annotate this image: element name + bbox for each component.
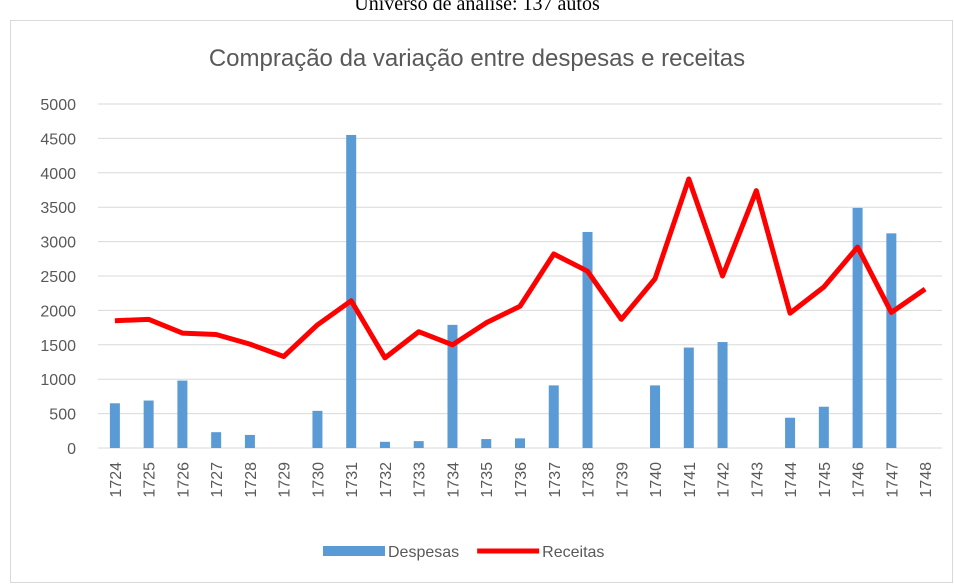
x-tick-label: 1746 — [851, 462, 868, 498]
y-tick-label: 0 — [67, 441, 76, 458]
legend-label: Receitas — [542, 544, 604, 561]
bar — [312, 410, 323, 448]
x-tick-label: 1732 — [378, 462, 395, 498]
bar — [177, 380, 188, 448]
x-tick-label: 1734 — [445, 462, 462, 498]
x-tick-label: 1745 — [817, 462, 834, 498]
bar — [211, 432, 222, 448]
bar — [109, 403, 120, 448]
y-tick-label: 1500 — [40, 338, 76, 355]
bar — [379, 441, 390, 448]
chart-frame — [10, 20, 953, 583]
x-tick-label: 1747 — [884, 462, 901, 498]
x-tick-label: 1731 — [344, 462, 361, 498]
x-tick-label: 1740 — [648, 462, 665, 498]
x-tick-label: 1724 — [108, 462, 125, 498]
bar — [548, 385, 559, 448]
bar — [886, 233, 897, 448]
y-tick-label: 3000 — [40, 235, 76, 252]
chart-title: Compração da variação entre despesas e r… — [209, 45, 745, 72]
x-tick-label: 1729 — [277, 462, 294, 498]
bar — [852, 207, 863, 448]
bar — [717, 342, 728, 448]
x-tick-label: 1739 — [614, 462, 631, 498]
bar — [683, 347, 694, 448]
x-tick-label: 1738 — [581, 462, 598, 498]
bar — [346, 134, 357, 448]
bar — [818, 406, 829, 448]
line — [114, 176, 927, 361]
y-tick-label: 2000 — [40, 303, 76, 320]
bar — [481, 439, 492, 448]
x-tick-label: 1743 — [749, 462, 766, 498]
legend-swatch — [323, 546, 385, 556]
y-tick-label: 4500 — [40, 131, 76, 148]
x-tick-label: 1741 — [682, 462, 699, 498]
bar — [650, 385, 661, 448]
bar — [244, 434, 255, 448]
legend-label: Despesas — [388, 544, 459, 561]
x-tick-label: 1735 — [479, 462, 496, 498]
bar — [582, 231, 593, 448]
y-tick-label: 3500 — [40, 200, 76, 217]
x-tick-label: 1748 — [918, 462, 935, 498]
x-tick-label: 1737 — [547, 462, 564, 498]
bar — [447, 324, 458, 448]
y-tick-label: 500 — [49, 407, 76, 424]
y-tick-label: 2500 — [40, 269, 76, 286]
x-tick-label: 1733 — [412, 462, 429, 498]
x-tick-label: 1728 — [243, 462, 260, 498]
x-tick-label: 1744 — [783, 462, 800, 498]
caption: Universo de análise: 137 autos — [354, 0, 600, 15]
x-tick-label: 1725 — [142, 462, 159, 498]
bar — [785, 417, 796, 448]
x-tick-label: 1742 — [716, 462, 733, 498]
x-tick-label: 1726 — [175, 462, 192, 498]
x-tick-label: 1727 — [209, 462, 226, 498]
y-tick-label: 5000 — [40, 97, 76, 114]
bar — [413, 441, 424, 448]
x-tick-label: 1736 — [513, 462, 530, 498]
bar — [143, 400, 154, 448]
x-tick-label: 1730 — [310, 462, 327, 498]
y-tick-label: 4000 — [40, 166, 76, 183]
y-tick-label: 1000 — [40, 372, 76, 389]
bar — [515, 438, 525, 448]
